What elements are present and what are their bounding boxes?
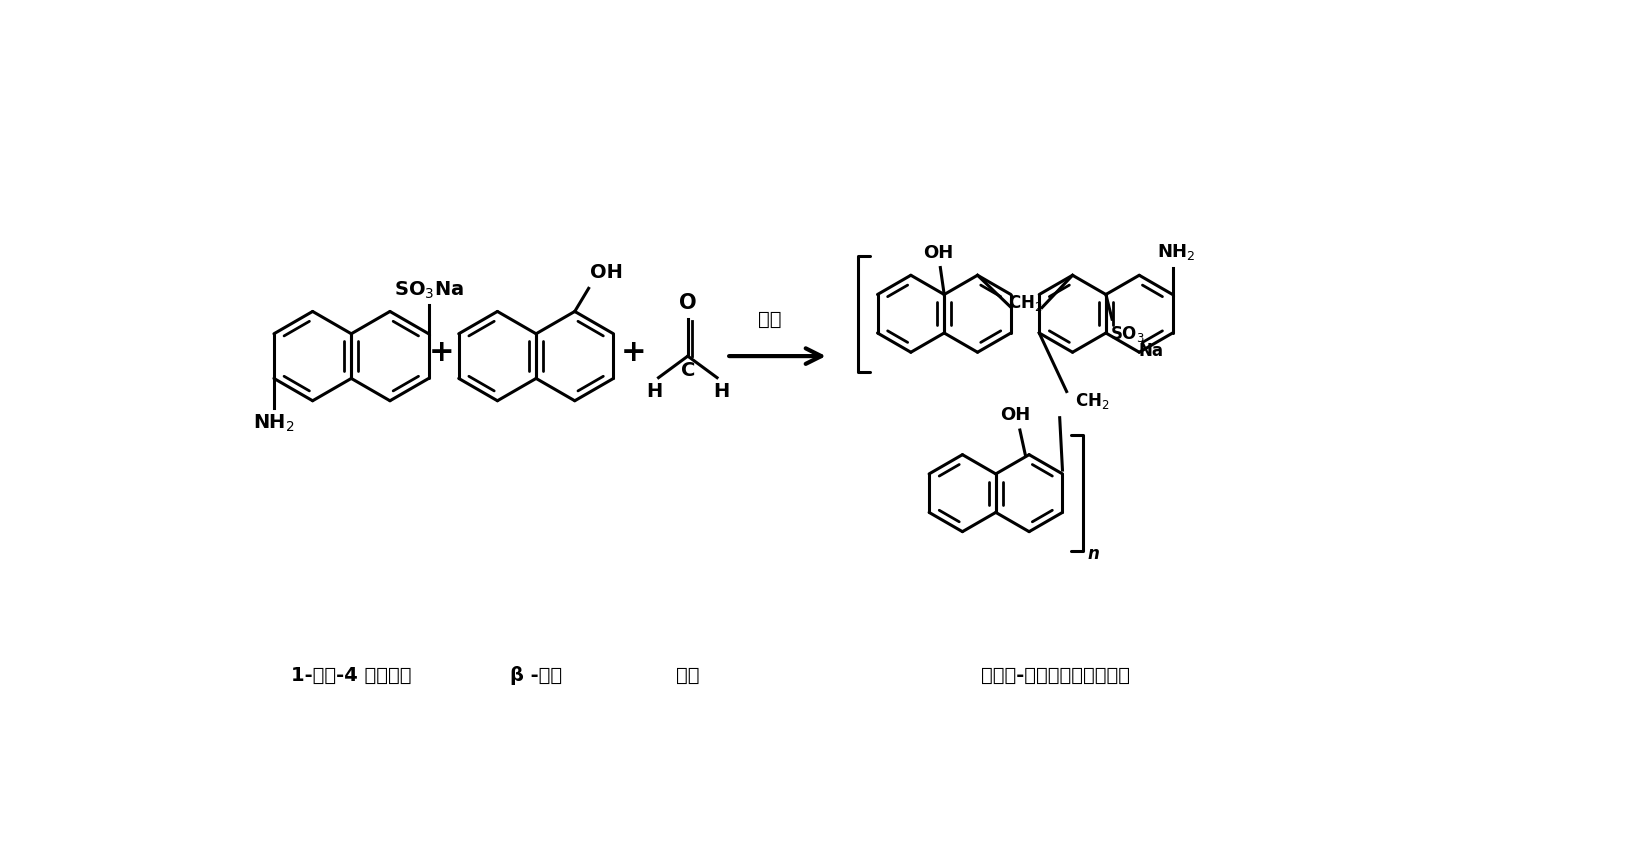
Text: CH$_2$: CH$_2$ xyxy=(1007,293,1042,313)
Text: OH: OH xyxy=(1001,405,1030,424)
Text: +: + xyxy=(429,337,454,366)
Text: SO$_3$: SO$_3$ xyxy=(1111,324,1145,343)
Text: +: + xyxy=(621,337,647,366)
Text: NH$_2$: NH$_2$ xyxy=(254,413,295,434)
Text: O: O xyxy=(680,293,696,313)
Text: C: C xyxy=(681,360,695,380)
Text: 1-氨基-4 萘磺酸钠: 1-氨基-4 萘磺酸钠 xyxy=(292,666,411,685)
Text: 缩合: 缩合 xyxy=(758,310,781,329)
Text: 芳香胺-酚共缩聚型防粘釜剂: 芳香胺-酚共缩聚型防粘釜剂 xyxy=(981,666,1130,685)
Text: H: H xyxy=(714,382,731,401)
Text: 甲醛: 甲醛 xyxy=(676,666,699,685)
Text: n: n xyxy=(1088,545,1099,563)
Text: OH: OH xyxy=(922,244,953,262)
Text: Na: Na xyxy=(1138,343,1163,360)
Text: OH: OH xyxy=(590,264,622,282)
Text: NH$_2$: NH$_2$ xyxy=(1156,242,1196,262)
Text: β -萘酚: β -萘酚 xyxy=(509,666,562,685)
Text: CH$_2$: CH$_2$ xyxy=(1075,391,1109,411)
Text: SO$_3$Na: SO$_3$Na xyxy=(393,280,464,302)
Text: H: H xyxy=(645,382,662,401)
